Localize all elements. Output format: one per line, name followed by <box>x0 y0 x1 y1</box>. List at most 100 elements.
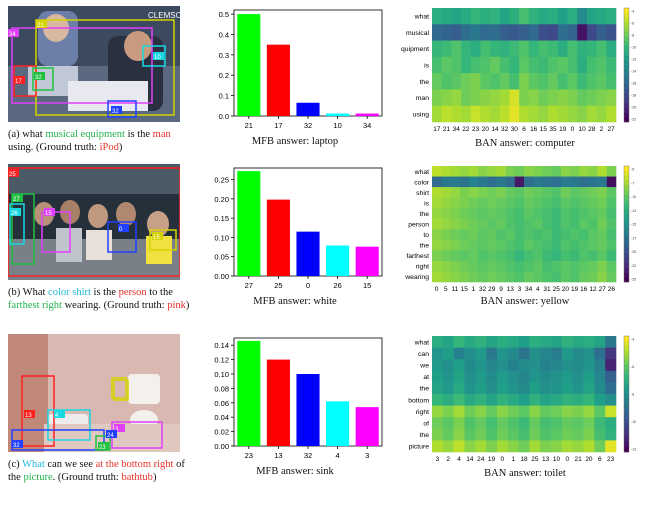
row-c: 13 3 4 32 23 24 (c) What can we see at t… <box>0 330 648 510</box>
heat-cell <box>453 347 465 360</box>
heat-cell <box>570 218 580 230</box>
heat-cell <box>606 187 617 198</box>
colorbar-segment <box>624 369 629 375</box>
heat-cell <box>507 382 519 395</box>
colorbar-tick-label: -22 <box>631 264 636 268</box>
heat-cell <box>529 417 541 430</box>
col-label: 32 <box>479 286 487 293</box>
heat-cell <box>478 250 488 262</box>
heat-cell <box>572 382 584 395</box>
heat-cell <box>432 347 444 360</box>
col-label: 10 <box>578 126 586 133</box>
heat-cell <box>487 229 497 241</box>
col-label: 21 <box>575 456 583 463</box>
y-tick-label: 0.02 <box>214 428 229 437</box>
row-label: right <box>416 264 429 271</box>
caption-segment: (a) what <box>8 129 46 140</box>
heat-cell <box>606 24 617 41</box>
heat-cell <box>509 24 520 41</box>
heat-cell <box>561 382 574 395</box>
heat-caption-a: BAN answer: computer <box>475 138 575 149</box>
heat-cell <box>606 176 617 188</box>
heat-cell <box>528 56 539 74</box>
heat-cell <box>486 417 498 430</box>
row-label: is <box>424 200 430 207</box>
box-label: 21 <box>37 23 44 29</box>
bar-chart-a: 0.0 0.1 0.2 0.3 0.4 0.5 21 17 32 10 34 <box>200 4 390 136</box>
heat-cell <box>496 417 509 430</box>
bbox <box>32 67 54 91</box>
y-tick-label: 0.1 <box>219 92 229 101</box>
caption-segment: at the bottom right <box>95 459 174 470</box>
heat-cell <box>496 271 506 283</box>
heat-cell <box>470 89 481 107</box>
box-label: 17 <box>15 79 22 85</box>
colorbar-segment <box>624 79 629 85</box>
heat-cell <box>490 73 501 90</box>
heat-cell <box>507 336 519 348</box>
heat-cell <box>606 271 617 283</box>
heat-cell <box>570 166 580 177</box>
heat-cell <box>529 394 541 406</box>
heat-cell <box>480 24 491 41</box>
heat-cell <box>542 239 552 251</box>
watermark: CLEMSON <box>148 11 180 20</box>
col-label: 13 <box>507 286 515 293</box>
box-label: 24 <box>107 433 114 439</box>
heat-cell <box>548 73 559 90</box>
heat-cell <box>557 24 568 41</box>
heat-cell <box>551 197 562 209</box>
heat-cell <box>450 218 460 230</box>
heat-cell <box>579 260 589 272</box>
caption-segment: ) <box>152 472 157 483</box>
heat-cell <box>507 428 519 441</box>
heat-cell <box>524 218 534 230</box>
heat-cell <box>496 347 509 360</box>
caption-segment: using. (Ground truth: <box>8 142 100 153</box>
heat-cell <box>551 417 563 430</box>
heat-cell <box>524 208 534 220</box>
heat-cell <box>538 24 549 41</box>
bar-chart-a-svg: 0.0 0.1 0.2 0.3 0.4 0.5 21 17 32 10 34 <box>219 9 383 130</box>
heat-cell <box>442 347 454 360</box>
heat-cell <box>528 8 539 25</box>
caption-a: (a) what musical equipment is the man us… <box>8 128 198 154</box>
heat-cell <box>572 359 584 372</box>
heat-cell <box>594 405 606 418</box>
col-label: 31 <box>543 286 551 293</box>
heat-cell <box>561 359 574 372</box>
row-b: 25 27 15 26 0 15 (b) What color shirt is… <box>0 160 648 330</box>
heat-cell <box>490 89 501 107</box>
heat-cell <box>475 394 487 406</box>
heat-cell <box>468 260 479 272</box>
row-label: right <box>416 409 429 416</box>
col-label: 0 <box>571 126 575 133</box>
heat-cell <box>524 176 534 188</box>
row-label: the <box>420 386 430 393</box>
y-tick-label: 0.15 <box>214 214 229 223</box>
heat-cell <box>432 370 444 383</box>
colorbar-segment <box>624 88 629 94</box>
heat-cell <box>551 187 562 198</box>
heat-cell <box>567 105 578 123</box>
row-label: using <box>413 111 429 118</box>
heat-cell <box>507 347 519 360</box>
heat-cell <box>529 440 541 453</box>
heat-cell <box>606 260 617 272</box>
colorbar-segment <box>624 418 629 424</box>
colorbar-tick-label: -8 <box>631 34 634 38</box>
heat-cell <box>470 56 481 74</box>
heat-cell <box>570 260 580 272</box>
heat-cell <box>586 105 597 123</box>
heat-cell <box>583 428 595 441</box>
colorbar-segment <box>624 374 629 380</box>
x-tick-label: 23 <box>245 451 253 460</box>
colorbar-segment <box>624 224 629 230</box>
heat-cell <box>538 89 549 107</box>
heat-cell <box>514 218 525 230</box>
heat-cell <box>524 197 534 209</box>
heat-cell <box>432 271 442 283</box>
heat-cell <box>588 250 598 262</box>
heat-cell <box>486 382 498 395</box>
box-label: 32 <box>35 75 42 81</box>
